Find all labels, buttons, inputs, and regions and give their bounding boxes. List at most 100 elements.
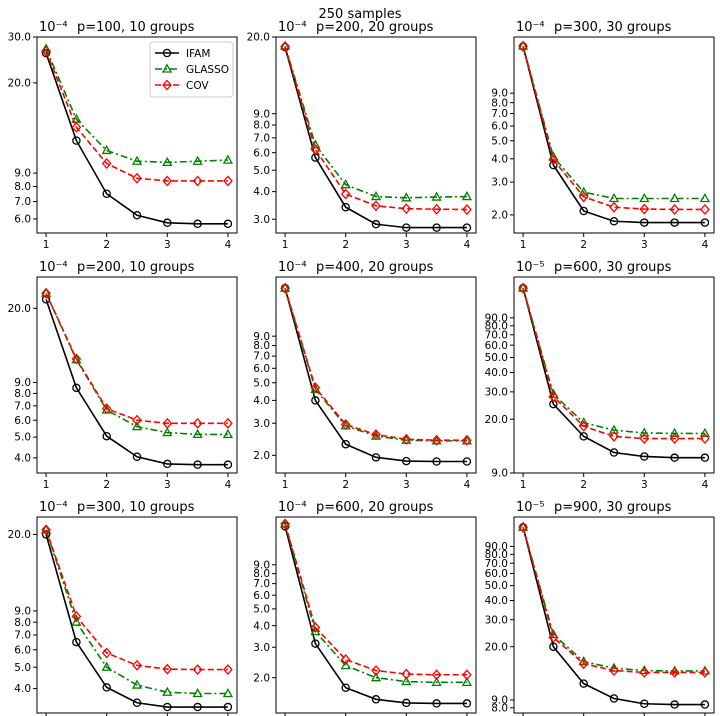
series-cov	[41, 287, 233, 429]
series-line-glasso	[45, 529, 228, 695]
data-point-cov	[41, 45, 51, 57]
series-ifam	[41, 295, 233, 469]
panel-4: p=200, 10 groups 10⁻⁴ 1 2 3 4 4.0 5.0 6.0 7.08.09…	[8, 260, 238, 491]
data-point-glasso	[608, 192, 620, 203]
data-point-ifam	[462, 457, 472, 466]
data-point-glasso	[101, 661, 112, 671]
data-point-cov	[101, 158, 112, 169]
panel-7: p=300, 10 groups10⁻⁴12344.05.06.07.08.09…	[8, 500, 238, 716]
data-point-ifam	[579, 432, 588, 441]
series-line-ifam	[45, 534, 228, 708]
y-tick-label: 7.0	[14, 630, 31, 642]
series-line-glasso	[284, 45, 467, 199]
panel-8: p=600, 20 groups10⁻⁴12342.03.04.05.06.07…	[253, 500, 477, 716]
data-point-cov	[518, 521, 528, 533]
data-point-ifam	[371, 453, 381, 462]
panel-exponent: 10⁻⁴	[278, 20, 307, 35]
data-point-glasso	[639, 192, 650, 203]
data-point-glasso	[699, 192, 711, 203]
data-point-ifam	[609, 448, 619, 457]
data-point-glasso	[101, 144, 112, 155]
y-tick-label: 60.0	[485, 568, 508, 580]
data-point-ifam	[132, 211, 142, 220]
y-tick-label: 2.0	[253, 672, 270, 684]
data-point-cov	[462, 669, 472, 681]
data-point-glasso	[192, 155, 203, 165]
y-tick-label: 30.0	[485, 386, 508, 398]
series-cov	[41, 45, 233, 187]
data-point-ifam	[132, 452, 142, 461]
series-cov	[280, 282, 472, 446]
y-tick-label: 70.0	[485, 558, 508, 570]
data-point-cov	[462, 434, 472, 446]
data-point-ifam	[193, 219, 202, 229]
data-point-cov	[310, 382, 321, 394]
panel-title: p=200, 10 groups	[77, 260, 195, 275]
data-point-cov	[639, 666, 650, 678]
y-tick-label: 5.0	[14, 662, 31, 674]
legend-entry-glasso: GLASSO	[186, 64, 229, 76]
data-point-ifam	[371, 219, 381, 229]
panel-exponent: 10⁻⁴	[278, 260, 307, 275]
series-line-cov	[284, 46, 467, 211]
data-point-ifam	[193, 460, 202, 469]
panel-exponent: 10⁻⁵	[516, 500, 545, 515]
y-tick-label: 20.0	[8, 529, 31, 541]
data-point-cov	[669, 433, 680, 445]
y-tick-label: 20.0	[8, 77, 31, 89]
x-tick-label: 4	[464, 479, 471, 491]
data-point-cov	[192, 417, 203, 429]
series-cov	[518, 282, 710, 445]
data-point-glasso	[162, 427, 173, 437]
y-tick-label: 80.0	[485, 549, 508, 561]
data-point-glasso	[162, 686, 173, 696]
data-point-cov	[548, 631, 559, 643]
panel-frame	[275, 36, 477, 234]
data-point-ifam	[700, 218, 710, 227]
y-tick-label: 5.0	[14, 432, 31, 444]
panel-6: p=600, 30 groups 10⁻⁵ 1 2 3 4 9.0 20.0 30.0 40.0 5…	[485, 260, 715, 491]
data-point-cov	[609, 665, 619, 676]
y-tick-label: 8.0	[14, 388, 31, 400]
y-tick-label: 6.0	[253, 147, 270, 159]
series-line-cov	[45, 50, 228, 182]
y-tick-label: 9.0	[491, 468, 508, 480]
panel-title: p=600, 20 groups	[316, 500, 434, 515]
panel-exponent: 10⁻⁴	[39, 20, 68, 35]
data-point-cov	[609, 430, 619, 442]
y-tick-label: 30.0	[8, 32, 31, 44]
data-point-cov	[700, 666, 710, 678]
x-tick-label: 1	[520, 239, 527, 251]
data-point-ifam	[549, 642, 558, 651]
panel-exponent: 10⁻⁵	[516, 260, 545, 275]
data-point-cov	[462, 204, 472, 215]
data-point-glasso	[192, 687, 203, 698]
y-tick-label: 9.0	[253, 108, 270, 120]
y-tick-label: 20.0	[247, 32, 270, 44]
data-point-cov	[280, 41, 290, 53]
y-tick-label: 4.0	[253, 186, 270, 198]
data-point-cov	[192, 175, 203, 187]
data-point-cov	[340, 653, 351, 665]
data-point-glasso	[40, 524, 52, 534]
y-tick-label: 2.0	[253, 450, 270, 462]
data-point-ifam	[549, 160, 558, 170]
data-point-cov	[401, 203, 412, 215]
panel-exponent: 10⁻⁴	[278, 500, 307, 515]
series-line-ifam	[522, 527, 705, 706]
data-point-glasso	[131, 155, 143, 165]
y-tick-label: 7.0	[253, 578, 270, 590]
y-tick-label: 9.0	[253, 331, 270, 343]
y-tick-label: 3.0	[253, 214, 270, 226]
data-point-cov	[101, 647, 112, 659]
data-point-ifam	[102, 683, 111, 692]
panel-exponent: 10⁻⁴	[516, 20, 545, 35]
y-tick-label: 90.0	[485, 541, 508, 553]
y-tick-label: 6.0	[253, 363, 270, 375]
y-tick-label: 4.0	[491, 153, 508, 165]
panel-title: p=100, 10 groups	[77, 20, 195, 35]
y-tick-label: 7.0	[14, 400, 31, 412]
y-tick-label: 6.0	[14, 214, 31, 226]
data-point-glasso	[639, 427, 650, 437]
data-point-cov	[162, 417, 173, 429]
